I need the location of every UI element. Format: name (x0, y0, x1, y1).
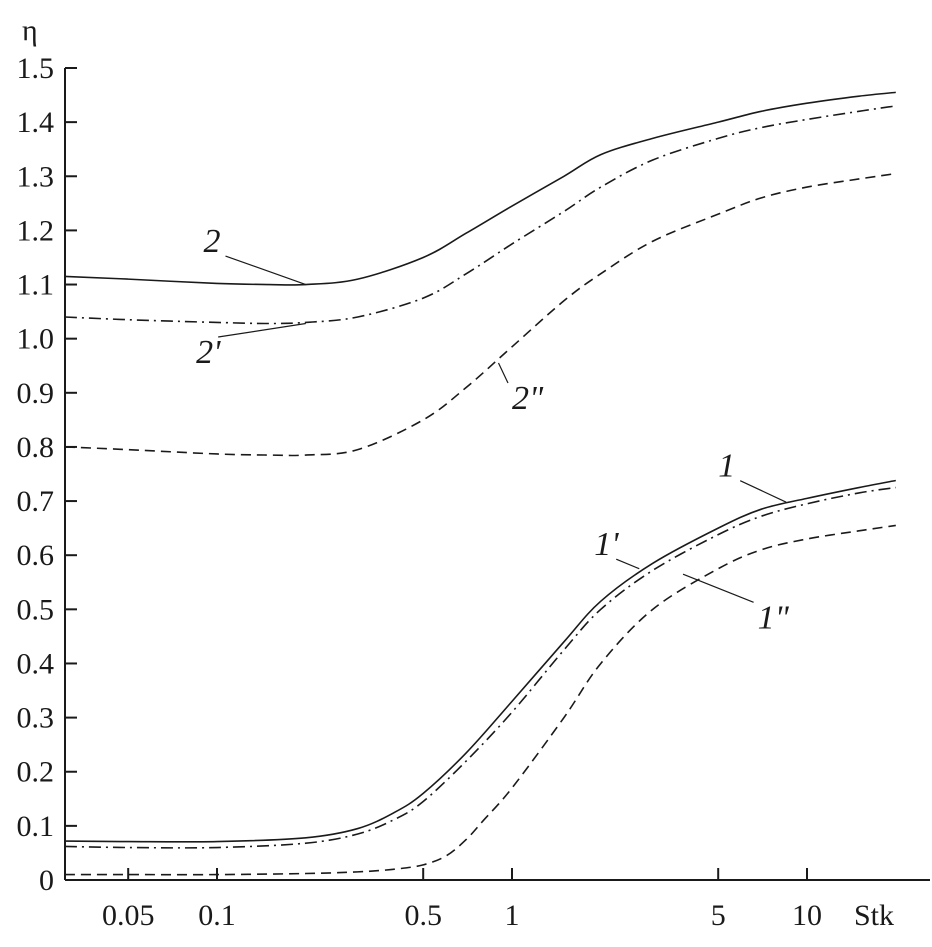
x-tick-label: 1 (505, 899, 520, 932)
y-tick-label: 1.1 (17, 269, 55, 302)
series-line-2 (64, 172, 896, 457)
x-tick-label: 5 (711, 899, 726, 932)
series-group (64, 91, 896, 876)
y-tick-label: 0.4 (17, 647, 55, 680)
x-tick-label: 0.05 (102, 899, 155, 932)
curve-label-leader (218, 322, 306, 338)
x-tick-label: 10 (792, 899, 822, 932)
y-tick-label: 0.7 (17, 485, 55, 518)
curve-labels: 2 2' 2" 1 1' 1" (196, 223, 789, 636)
curve-label: 1" (758, 599, 790, 636)
series-line-5 (65, 524, 896, 876)
y-tick-label: 0.8 (17, 431, 55, 464)
curve-label-leader (497, 362, 509, 384)
y-tick-label: 0.5 (17, 593, 55, 626)
curve-label-leader (616, 558, 640, 570)
curve-label-leader (739, 480, 787, 503)
y-tick-label: 0 (39, 864, 54, 897)
y-tick-label: 1.2 (17, 214, 55, 247)
y-tick-label: 0.1 (17, 810, 55, 843)
x-ticks: 0.05 0.1 0.5 1 5 10 (102, 868, 822, 932)
y-tick-label: 0.6 (17, 539, 55, 572)
series-line-0 (64, 91, 896, 286)
axes (64, 68, 930, 881)
y-ticks: 0 0.1 0.2 0.3 0.4 0.5 0.6 0.7 0.8 0.9 1.0 1.1 1.2 1.3… (17, 52, 77, 897)
y-tick-label: 1.3 (17, 160, 55, 193)
curve-label: 2" (512, 380, 544, 417)
series-line-1 (64, 105, 896, 325)
y-tick-label: 0.3 (17, 702, 55, 735)
x-tick-label: 0.1 (198, 899, 236, 932)
y-tick-label: 1.5 (17, 52, 55, 85)
x-tick-label: 0.5 (404, 899, 442, 932)
curve-label-leader (682, 573, 754, 603)
y-tick-label: 0.9 (17, 377, 55, 410)
curve-label: 1' (594, 526, 619, 563)
curve-label: 2' (196, 334, 221, 371)
y-axis-title: η (22, 14, 38, 47)
curve-label: 2 (204, 223, 221, 260)
y-tick-label: 1.4 (17, 106, 55, 139)
series-line-4 (64, 486, 896, 849)
curve-label: 1 (718, 448, 735, 485)
curve-label-leader (225, 255, 307, 286)
x-axis-title: Stk (854, 899, 894, 932)
y-tick-label: 0.2 (17, 756, 55, 789)
series-line-3 (64, 479, 896, 843)
y-tick-label: 1.0 (17, 323, 55, 356)
